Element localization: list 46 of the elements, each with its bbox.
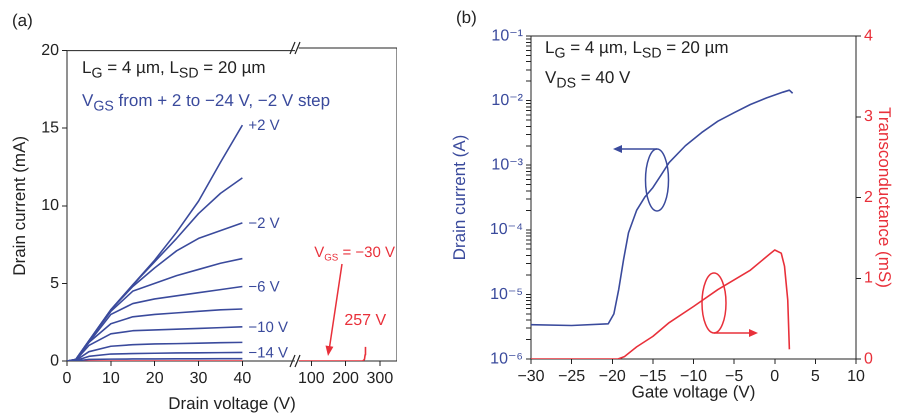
- series-label: −2 V: [248, 214, 280, 232]
- y2-tick-label: 1: [864, 270, 873, 287]
- x-tick-label: −20: [598, 368, 626, 386]
- annotation: L$_{G}$ = 4 µm, L$_{SD}$ = 20 µm: [82, 58, 266, 82]
- y-tick-label: 10: [41, 197, 60, 214]
- x-tick-label: −30: [517, 368, 545, 386]
- annotation: V$_{DS}$ = 40 V: [545, 68, 630, 92]
- x-axis-title: Drain voltage (V): [168, 394, 296, 413]
- y2-tick-label: 3: [864, 108, 873, 126]
- y-axis-title: Drain current (mA): [10, 136, 29, 276]
- annotation: V$_{GS}$ from + 2 to −24 V, −2 V step: [82, 91, 330, 114]
- x-tick-label: 300: [366, 370, 394, 388]
- chart-title: (a): [12, 11, 33, 31]
- x-tick-label: 5: [810, 368, 820, 386]
- x-tick-label: −25: [558, 368, 586, 386]
- x-tick-label: 100: [298, 370, 325, 388]
- x-tick-label: 0: [770, 368, 780, 386]
- y-tick-label: 0: [50, 352, 60, 370]
- x-tick-label: 10: [847, 368, 865, 386]
- y-tick-label: 20: [41, 42, 60, 60]
- series-label: −14 V: [248, 344, 288, 362]
- series-label: −10 V: [248, 318, 288, 336]
- x-tick-label: 20: [146, 370, 164, 388]
- y-tick-label: 10⁻¹: [491, 27, 523, 44]
- annotation: L$_{G}$ = 4 µm, L$_{SD}$ = 20 µm: [545, 38, 729, 62]
- y-axis-title: Drain current (A): [450, 134, 469, 260]
- chart-title: (b): [456, 8, 477, 28]
- x-tick-label: 40: [233, 370, 252, 388]
- x-tick-label: 30: [190, 370, 208, 388]
- y2-tick-label: 0: [864, 350, 873, 368]
- annotation: 257 V: [344, 312, 386, 329]
- y-tick-label: 10⁻⁶: [490, 350, 523, 368]
- y-tick-label: 10⁻²: [491, 92, 524, 110]
- series-label: +2 V: [248, 117, 280, 134]
- series-label: −6 V: [248, 278, 280, 296]
- y2-tick-label: 4: [864, 27, 873, 44]
- y-tick-label: 10⁻⁴: [490, 221, 524, 238]
- x-tick-label: 10: [102, 370, 120, 388]
- y-tick-label: 5: [50, 274, 60, 292]
- y2-axis-title: Transconductance (mS): [875, 107, 894, 288]
- y-tick-label: 10⁻⁵: [490, 286, 523, 303]
- y-tick-label: 10⁻³: [491, 156, 524, 174]
- y2-tick-label: 2: [864, 188, 873, 206]
- x-tick-label: 200: [332, 370, 360, 388]
- x-tick-label: 0: [62, 370, 72, 388]
- y-tick-label: 15: [41, 120, 60, 137]
